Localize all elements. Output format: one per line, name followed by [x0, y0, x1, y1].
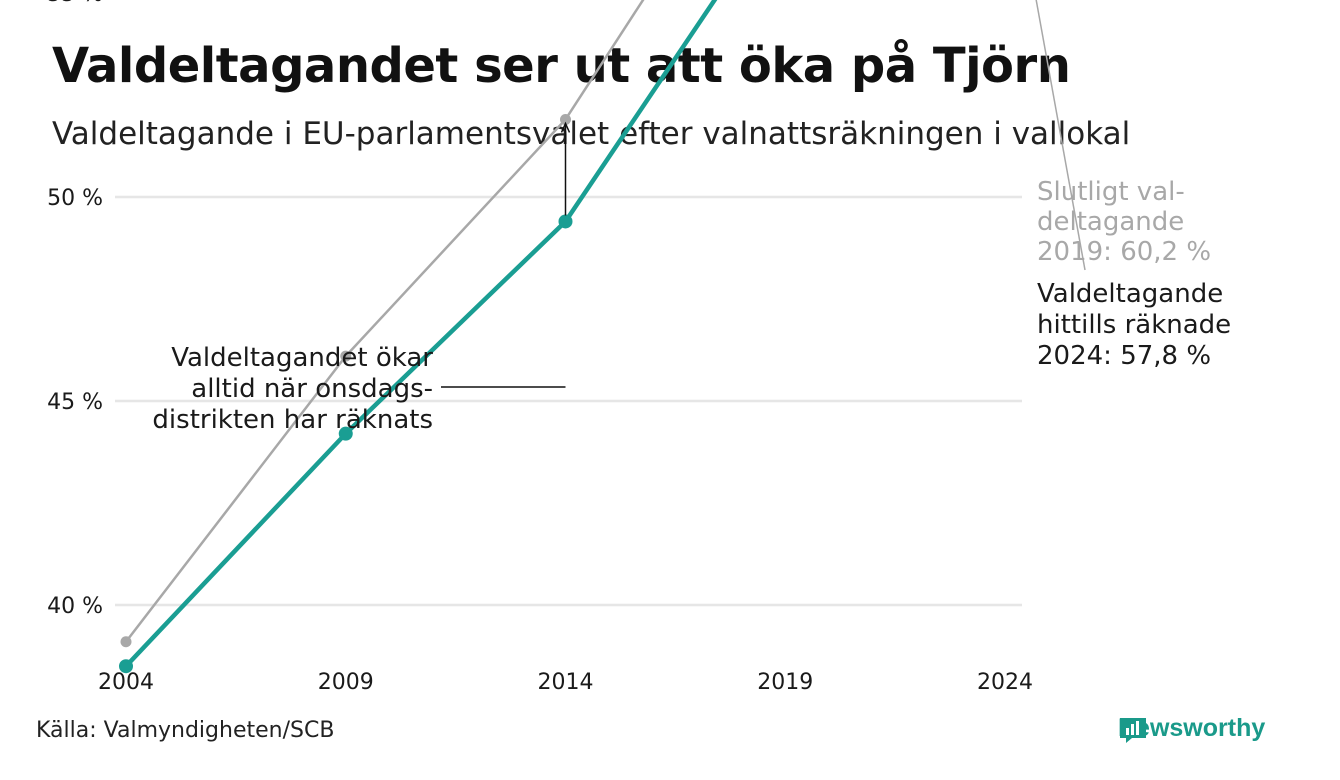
y-tick-label: 50 %	[47, 186, 103, 211]
data-point-final	[120, 636, 132, 648]
counted-2024-label: 2024: 57,8 %	[1037, 341, 1211, 371]
data-point-final	[560, 113, 571, 125]
final-2019-label: deltagande	[1037, 207, 1184, 237]
x-tick-label: 2004	[98, 670, 154, 695]
counted-2024-connector	[1035, 0, 1086, 271]
final-2019-label: Slutligt val-	[1037, 177, 1185, 207]
series-line-final	[124, 0, 645, 643]
note-text: Valdeltagandet ökar	[171, 343, 433, 373]
newsworthy-logo-icon	[1120, 718, 1146, 743]
data-point-final	[340, 350, 352, 362]
note-text: alltid när onsdags-	[191, 374, 433, 404]
brand-logo: Newsworthy	[1118, 714, 1265, 743]
chart-title: Valdeltagandet ser ut att öka på Tjörn	[52, 38, 1071, 94]
x-tick-label: 2019	[757, 670, 813, 695]
x-tick-label: 2009	[318, 670, 374, 695]
x-tick-label: 2014	[538, 670, 594, 695]
final-2019-label: 2019: 60,2 %	[1037, 237, 1211, 267]
counted-2024-label: hittills räknade	[1037, 310, 1231, 340]
chart-subtitle: Valdeltagande i EU-parlamentsvalet efter…	[52, 116, 1131, 152]
counted-2024-label: Valdeltagande	[1037, 279, 1223, 309]
data-point-counted	[558, 214, 573, 229]
gap-arrow-head	[560, 121, 571, 133]
series-line-counted	[123, 0, 718, 669]
x-tick-label: 2024	[977, 670, 1033, 695]
note-text: distrikten har räknats	[152, 405, 433, 435]
source-note: Källa: Valmyndigheten/SCB	[36, 718, 335, 743]
y-tick-label: 40 %	[47, 594, 103, 619]
data-point-counted	[338, 426, 353, 441]
y-tick-label: 55 %	[47, 0, 103, 7]
data-point-counted	[119, 659, 133, 674]
y-tick-label: 45 %	[47, 390, 103, 415]
